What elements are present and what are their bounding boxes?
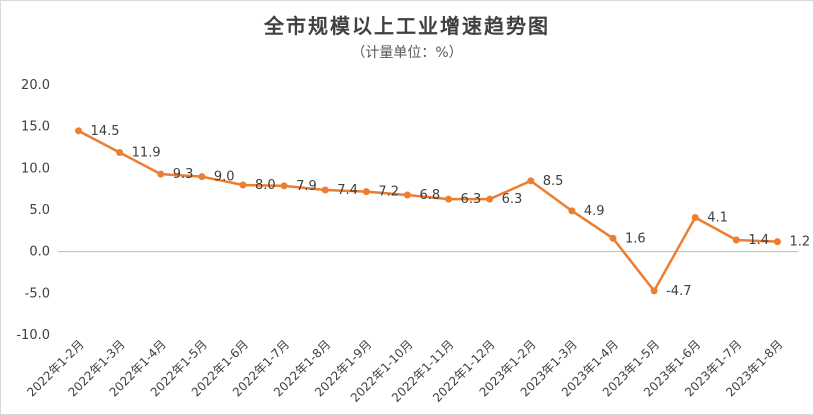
data-point <box>650 287 658 295</box>
data-point <box>773 238 781 246</box>
y-tick-label: -10.0 <box>16 328 50 343</box>
data-point <box>527 177 535 185</box>
data-point <box>280 182 288 190</box>
data-point <box>609 234 617 242</box>
data-point <box>732 236 740 244</box>
data-point <box>321 186 329 194</box>
chart-subtitle: （计量单位：%） <box>351 45 463 61</box>
data-label: 4.1 <box>707 211 728 226</box>
data-point <box>75 127 83 135</box>
data-point <box>239 181 247 189</box>
y-tick-label: 5.0 <box>29 203 50 218</box>
data-point <box>403 191 411 199</box>
data-label: 6.3 <box>461 192 482 207</box>
data-point <box>691 214 699 221</box>
data-label: 11.9 <box>132 146 161 161</box>
y-tick-label: 15.0 <box>21 120 50 135</box>
data-label: 8.5 <box>543 174 564 189</box>
data-label: 8.0 <box>255 178 276 193</box>
y-tick-label: 20.0 <box>21 78 50 93</box>
data-label: 14.5 <box>91 124 120 139</box>
data-label: 9.0 <box>214 170 235 185</box>
data-point <box>445 195 453 203</box>
series-line <box>77 129 778 293</box>
data-label: 1.2 <box>789 235 810 250</box>
data-label: 1.6 <box>625 231 646 246</box>
data-point <box>486 195 494 203</box>
chart-title: 全市规模以上工业增速趋势图 <box>264 14 550 38</box>
y-tick-label: -5.0 <box>25 286 50 301</box>
data-label: 7.9 <box>296 179 317 194</box>
data-label: -4.7 <box>666 284 691 299</box>
data-label: 9.3 <box>173 167 194 182</box>
data-label: 6.8 <box>419 188 440 203</box>
data-label: 7.2 <box>378 185 399 200</box>
data-point <box>198 173 206 181</box>
data-label: 6.3 <box>502 192 523 207</box>
y-tick-label: 0.0 <box>29 245 50 260</box>
data-point <box>116 149 124 156</box>
y-tick-label: 10.0 <box>21 161 50 176</box>
data-label: 1.4 <box>748 233 769 248</box>
data-point <box>362 188 370 196</box>
data-point <box>568 207 576 215</box>
data-point <box>157 170 165 178</box>
data-label: 4.9 <box>584 204 605 219</box>
data-label: 7.4 <box>337 183 358 198</box>
